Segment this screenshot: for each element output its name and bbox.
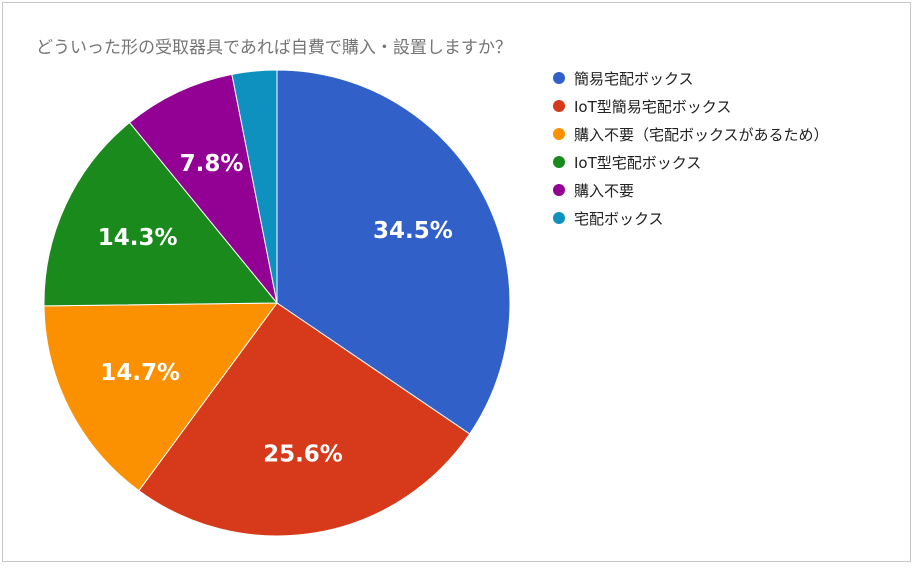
legend-item-3: 購入不要（宅配ボックスがあるため）: [553, 120, 829, 148]
chart-legend: 簡易宅配ボックス IoT型簡易宅配ボックス購入不要（宅配ボックスがあるため） IoT…: [553, 64, 829, 232]
legend-item-5: 購入不要: [553, 176, 829, 204]
pie-slice-label-1: 34.5%: [373, 218, 453, 244]
pie-slice-1: [276, 69, 511, 435]
legend-dot-icon: [553, 212, 565, 224]
legend-label: 購入不要: [574, 181, 635, 200]
pie-slice-label-4: 14.3%: [98, 225, 178, 251]
pie-slice-3: [43, 302, 278, 492]
legend-item-6: 宅配ボックス: [553, 204, 829, 232]
legend-dot-icon: [553, 72, 565, 84]
pie-slice-5: [128, 73, 278, 304]
pie-slice-label-5: 7.8%: [180, 151, 244, 177]
legend-label: IoT型宅配ボックス: [574, 153, 702, 172]
legend-dot-icon: [553, 184, 565, 196]
pie-slice-4: [43, 121, 279, 307]
legend-item-2: IoT型簡易宅配ボックス: [553, 92, 829, 120]
legend-label: IoT型簡易宅配ボックス: [574, 97, 732, 116]
legend-label: 宅配ボックス: [574, 209, 664, 228]
legend-label: 購入不要（宅配ボックスがあるため）: [574, 125, 829, 144]
pie-slice-label-2: 25.6%: [263, 442, 343, 468]
legend-dot-icon: [553, 128, 565, 140]
pie-slice-label-3: 14.7%: [100, 360, 180, 386]
legend-label: 簡易宅配ボックス: [574, 69, 694, 88]
legend-item-1: 簡易宅配ボックス: [553, 64, 829, 92]
legend-item-4: IoT型宅配ボックス: [553, 148, 829, 176]
chart-title: どういった形の受取器具であれば自費で購入・設置しますか？: [36, 38, 512, 58]
legend-dot-icon: [553, 156, 565, 168]
pie-slice-2: [138, 302, 471, 537]
pie-slice-6: [231, 69, 278, 304]
legend-dot-icon: [553, 100, 565, 112]
